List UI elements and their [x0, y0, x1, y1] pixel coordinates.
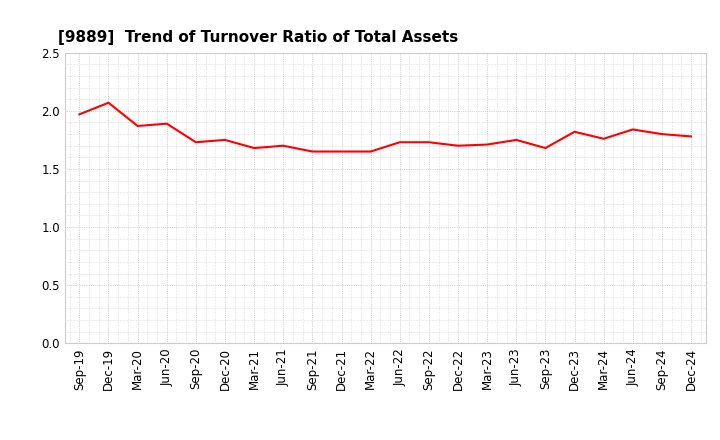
Text: [9889]  Trend of Turnover Ratio of Total Assets: [9889] Trend of Turnover Ratio of Total … [58, 29, 459, 45]
